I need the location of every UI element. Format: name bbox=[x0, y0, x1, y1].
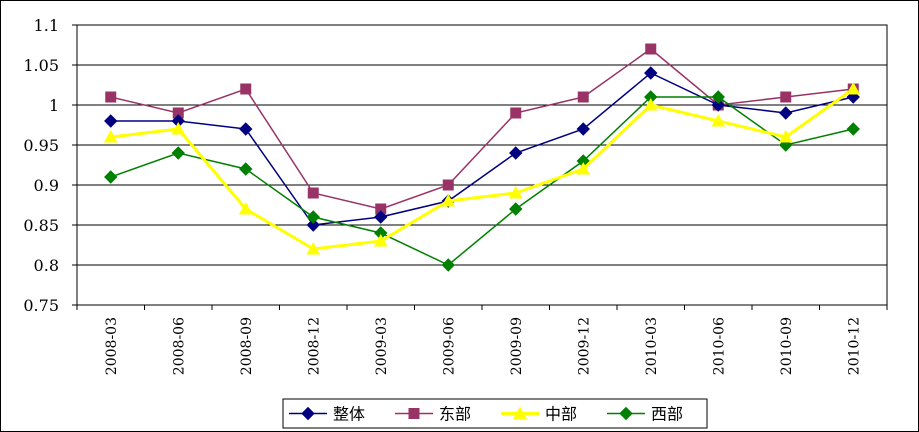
series-line bbox=[110, 87, 855, 251]
data-point bbox=[510, 107, 522, 119]
legend-marker bbox=[619, 406, 633, 421]
data-point bbox=[846, 81, 861, 95]
series-group bbox=[103, 43, 861, 272]
data-point bbox=[711, 90, 725, 104]
x-tick-label: 2008-03 bbox=[104, 317, 120, 375]
gridlines bbox=[77, 24, 887, 306]
x-tick-label: 2008-12 bbox=[306, 317, 322, 375]
legend-label: 整体 bbox=[333, 405, 365, 424]
data-point bbox=[643, 97, 658, 111]
x-tick-label: 2009-03 bbox=[374, 317, 390, 375]
data-point bbox=[509, 146, 523, 160]
plot-area bbox=[76, 24, 888, 306]
legend-marker bbox=[408, 408, 420, 419]
data-point bbox=[104, 170, 118, 184]
data-point bbox=[846, 122, 860, 136]
legend-marker bbox=[513, 406, 527, 419]
data-point bbox=[711, 113, 726, 127]
data-point bbox=[307, 187, 319, 199]
legend-label: 东部 bbox=[439, 405, 471, 424]
data-point bbox=[306, 218, 320, 232]
x-tick-label: 2010-03 bbox=[644, 317, 660, 375]
y-tick-label: 0.8 bbox=[34, 256, 59, 275]
y-axis: 0.75 0.8 0.85 0.9 0.95 1 1.05 1.1 bbox=[23, 16, 77, 315]
data-point bbox=[306, 210, 320, 224]
series-line bbox=[110, 96, 854, 266]
data-point bbox=[240, 83, 252, 95]
y-tick-label: 0.95 bbox=[23, 136, 59, 155]
x-tick-label: 2010-12 bbox=[846, 317, 862, 375]
data-point bbox=[711, 98, 725, 112]
data-point bbox=[645, 43, 657, 55]
data-point bbox=[577, 91, 589, 103]
x-tick-label: 2008-06 bbox=[171, 317, 187, 375]
data-point bbox=[105, 91, 117, 103]
y-tick-label: 1 bbox=[49, 96, 59, 115]
series-3 bbox=[103, 81, 861, 255]
x-tick-label: 2010-06 bbox=[711, 317, 727, 375]
y-tick-label: 1.1 bbox=[34, 16, 59, 35]
data-point bbox=[103, 129, 118, 143]
data-point bbox=[306, 241, 321, 255]
data-point bbox=[374, 210, 388, 224]
legend-item: 整体 bbox=[289, 405, 365, 424]
x-tick-label: 2008-09 bbox=[239, 317, 255, 375]
legend-item: 中部 bbox=[501, 405, 577, 424]
series-2 bbox=[105, 43, 859, 215]
x-axis: 2008-03 2008-06 2008-09 2008-12 2009-03 2009-… bbox=[76, 305, 888, 375]
legend-item: 西部 bbox=[607, 405, 683, 424]
x-tick-label: 2009-12 bbox=[576, 317, 592, 375]
data-point bbox=[441, 258, 455, 272]
data-point bbox=[171, 146, 185, 160]
series-line bbox=[110, 48, 854, 210]
x-tick-label: 2010-09 bbox=[779, 317, 795, 375]
y-tick-label: 0.9 bbox=[34, 176, 59, 195]
legend-item: 东部 bbox=[395, 405, 471, 424]
data-point bbox=[442, 179, 454, 191]
data-point bbox=[239, 122, 253, 136]
y-tick-label: 0.85 bbox=[23, 216, 59, 235]
data-point bbox=[171, 121, 186, 135]
data-point bbox=[576, 122, 590, 136]
data-point bbox=[441, 193, 456, 207]
y-tick-label: 0.75 bbox=[23, 296, 59, 315]
data-point bbox=[509, 202, 523, 216]
data-point bbox=[644, 66, 658, 80]
x-tick-label: 2009-09 bbox=[509, 317, 525, 375]
data-point bbox=[239, 162, 253, 176]
legend-marker bbox=[301, 406, 315, 421]
series-4 bbox=[104, 90, 860, 272]
data-point bbox=[373, 233, 388, 247]
y-tick-label: 1.05 bbox=[23, 56, 59, 75]
data-point bbox=[778, 129, 793, 143]
legend-label: 西部 bbox=[651, 405, 683, 424]
series-line bbox=[110, 72, 854, 226]
data-point bbox=[780, 91, 792, 103]
data-point bbox=[779, 106, 793, 120]
x-tick-label: 2009-06 bbox=[441, 317, 457, 375]
legend-label: 中部 bbox=[545, 405, 577, 424]
data-point bbox=[508, 185, 523, 199]
data-point bbox=[238, 201, 253, 215]
data-point bbox=[576, 161, 591, 175]
legend: 整体 东部 中部 西部 bbox=[282, 398, 708, 429]
data-point bbox=[104, 114, 118, 128]
